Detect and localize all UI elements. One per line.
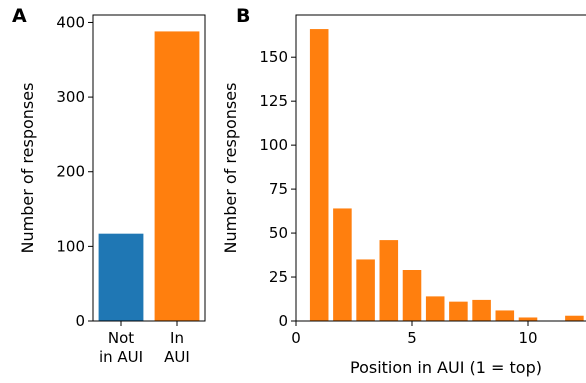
panel-a-bars	[98, 31, 200, 321]
bar	[425, 296, 445, 321]
y-tick-label: 0	[278, 312, 288, 330]
y-tick-label: 100	[56, 237, 85, 255]
y-tick-label: 50	[269, 224, 288, 242]
panel-b-yticks: 0 25 50 75 100 125 150	[259, 48, 296, 330]
panel-b-frame	[295, 14, 586, 322]
x-tick-label: Not	[108, 329, 134, 347]
panel-a-yticks: 0 100 200 300 400	[56, 13, 93, 330]
x-tick-label: 10	[518, 329, 537, 347]
y-tick-label: 400	[56, 13, 85, 31]
x-tick-label: in AUI	[99, 348, 143, 366]
panel-b-xticks: 0 5 10	[291, 321, 538, 347]
bar	[449, 301, 468, 321]
bar	[309, 29, 329, 321]
panel-b-xlabel: Position in AUI (1 = top)	[350, 358, 542, 377]
bar	[154, 31, 200, 321]
y-tick-label: 300	[56, 88, 85, 106]
x-tick-label: 0	[291, 329, 301, 347]
y-tick-label: 75	[269, 180, 288, 198]
x-tick-label: AUI	[164, 348, 190, 366]
y-tick-label: 25	[269, 268, 288, 286]
x-tick-label: In	[170, 329, 184, 347]
panel-a: A Number of responses 0 100 200 300 400 Noti…	[12, 5, 206, 366]
panel-b-ylabel: Number of responses	[221, 83, 240, 254]
panel-b-label: B	[236, 5, 250, 27]
y-tick-label: 200	[56, 163, 85, 181]
y-tick-label: 125	[259, 92, 288, 110]
x-tick-label: 5	[407, 329, 417, 347]
bar	[379, 240, 399, 321]
y-tick-label: 150	[259, 48, 288, 66]
panel-a-ylabel: Number of responses	[18, 83, 37, 254]
bar	[333, 208, 352, 321]
bar	[472, 299, 491, 321]
bar	[518, 317, 538, 321]
bar	[495, 310, 515, 321]
panel-a-frame	[92, 14, 206, 322]
panel-a-label: A	[12, 5, 27, 27]
y-tick-label: 100	[259, 136, 288, 154]
bar	[402, 270, 422, 321]
panel-b-bars	[309, 29, 584, 321]
bar	[565, 315, 584, 321]
bar	[356, 259, 375, 321]
y-tick-label: 0	[75, 312, 85, 330]
bar	[98, 233, 144, 321]
